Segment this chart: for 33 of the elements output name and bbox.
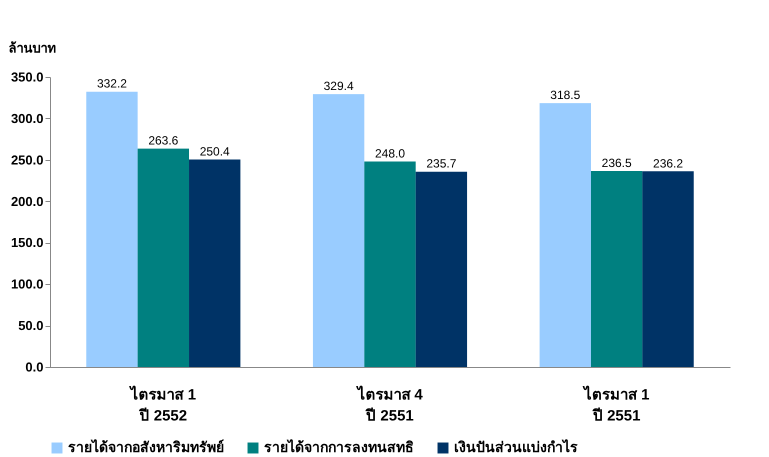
legend-label: รายได้จากอสังหาริมทรัพย์ [68,438,224,455]
y-axis-title: ล้านบาท [8,40,56,56]
y-tick-label: 100.0 [10,276,44,292]
x-tick-label: ไตรมาส 1 ปี 2551 [582,384,650,424]
data-label: 248.0 [374,146,406,161]
legend-label: เงินปันส่วนแบ่งกำไร [454,438,578,455]
bar [416,172,468,367]
bar [138,148,190,367]
bar [540,103,591,367]
data-label: 332.2 [96,76,128,91]
data-label: 250.4 [200,144,230,159]
data-label: 235.7 [426,156,457,171]
x-tick-label: ไตรมาส 4 ปี 2551 [355,384,424,424]
y-tick-label: 350.0 [10,70,44,84]
data-label: 236.5 [602,156,632,170]
y-tick-label: 300.0 [10,110,44,126]
data-label: 318.5 [550,88,581,102]
data-label: 263.6 [148,134,179,148]
y-tick-label: 0.0 [25,360,44,374]
bar [189,160,240,367]
data-label: 236.2 [653,156,684,170]
bar [86,92,138,367]
legend-label: รายได้จากการลงทนสทธิ [264,438,414,455]
x-tick-label: ไตรมาส 1 ปี 2552 [128,384,196,424]
y-tick-label: 50.0 [18,318,44,334]
y-tick-label: 200.0 [10,194,44,209]
y-tick-label: 250.0 [10,152,44,168]
bar [590,171,642,367]
data-label: 329.4 [324,79,354,94]
y-tick-label: 150.0 [10,235,44,250]
bar [312,94,364,367]
bar [642,171,694,367]
bar [364,162,416,367]
